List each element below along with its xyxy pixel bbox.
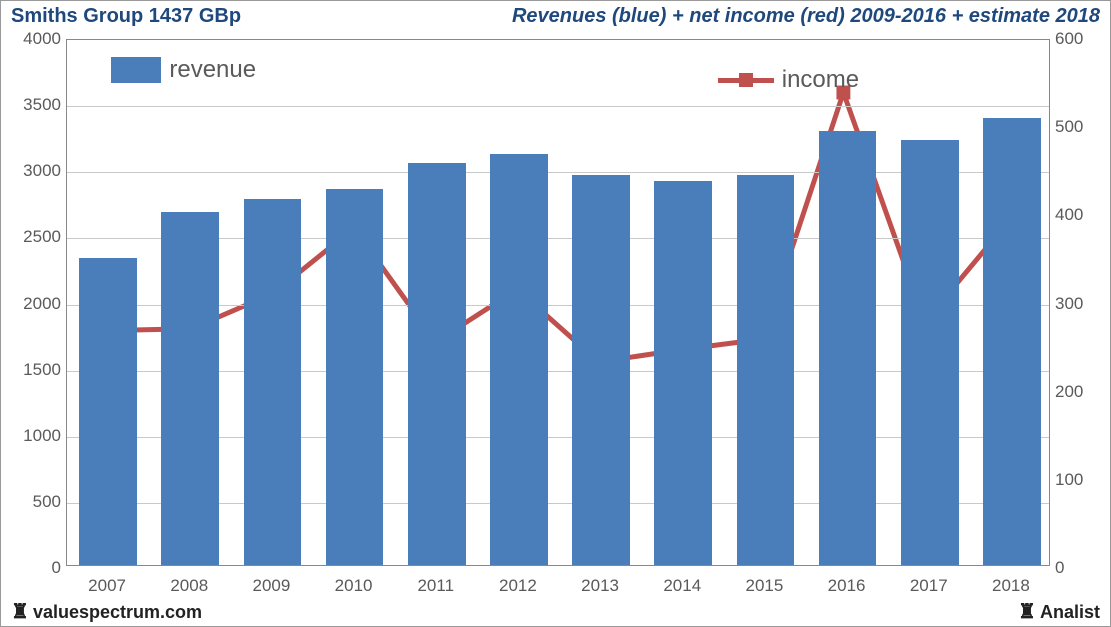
y-right-tick-label: 600 [1055, 29, 1100, 49]
brand-attribution: ♜ Analist [1018, 602, 1100, 623]
y-left-tick-label: 3500 [11, 95, 61, 115]
x-tick-label: 2007 [88, 576, 126, 596]
x-tick-label: 2015 [745, 576, 783, 596]
revenue-bar [819, 131, 877, 565]
x-tick-label: 2013 [581, 576, 619, 596]
revenue-bar [654, 181, 712, 565]
chart-header: Smiths Group 1437 GBp Revenues (blue) + … [1, 1, 1110, 30]
y-left-tick-label: 500 [11, 492, 61, 512]
legend-income: income [718, 66, 859, 94]
x-tick-label: 2014 [663, 576, 701, 596]
y-left-tick-label: 2500 [11, 227, 61, 247]
rook-icon: ♜ [11, 602, 29, 622]
x-tick-label: 2011 [417, 576, 454, 596]
chart-card: Smiths Group 1437 GBp Revenues (blue) + … [0, 0, 1111, 627]
source-text: valuespectrum.com [33, 602, 202, 623]
legend-income-swatch [718, 67, 774, 93]
plot-area: revenue income [66, 39, 1050, 566]
revenue-bar [408, 163, 466, 565]
x-tick-label: 2012 [499, 576, 537, 596]
legend-revenue-label: revenue [169, 56, 256, 84]
revenue-bar [983, 118, 1041, 565]
revenue-bar [79, 258, 137, 565]
chart-title-left: Smiths Group 1437 GBp [11, 5, 241, 28]
x-tick-label: 2010 [335, 576, 373, 596]
revenue-bar [490, 154, 548, 565]
source-attribution: ♜ valuespectrum.com [11, 602, 202, 623]
y-left-tick-label: 4000 [11, 29, 61, 49]
revenue-bar [901, 140, 959, 565]
y-right-tick-label: 300 [1055, 294, 1100, 314]
y-right-tick-label: 200 [1055, 382, 1100, 402]
gridline [67, 106, 1049, 107]
revenue-bar [737, 175, 795, 565]
y-right-tick-label: 400 [1055, 205, 1100, 225]
legend-revenue-swatch [111, 57, 161, 83]
revenue-bar [244, 199, 302, 565]
x-tick-label: 2016 [828, 576, 866, 596]
y-left-tick-label: 1000 [11, 426, 61, 446]
chart-area: revenueincome 05001000150020002500300035… [11, 31, 1100, 596]
y-right-tick-label: 500 [1055, 117, 1100, 137]
x-tick-label: 2008 [170, 576, 208, 596]
revenue-bar [572, 175, 630, 565]
y-right-tick-label: 100 [1055, 470, 1100, 490]
brand-text: Analist [1040, 602, 1100, 623]
x-tick-label: 2018 [992, 576, 1030, 596]
y-left-tick-label: 2000 [11, 294, 61, 314]
y-left-tick-label: 3000 [11, 161, 61, 181]
x-tick-label: 2017 [910, 576, 948, 596]
legend-revenue: revenue [111, 56, 256, 84]
revenue-bar [326, 189, 384, 565]
y-left-tick-label: 1500 [11, 360, 61, 380]
chart-title-right: Revenues (blue) + net income (red) 2009-… [512, 5, 1100, 28]
y-left-tick-label: 0 [11, 558, 61, 578]
rook-icon: ♜ [1018, 602, 1036, 622]
legend-income-label: income [782, 66, 859, 94]
revenue-bar [161, 212, 219, 565]
x-tick-label: 2009 [252, 576, 290, 596]
y-right-tick-label: 0 [1055, 558, 1100, 578]
chart-footer: ♜ valuespectrum.com ♜ Analist [1, 598, 1110, 626]
